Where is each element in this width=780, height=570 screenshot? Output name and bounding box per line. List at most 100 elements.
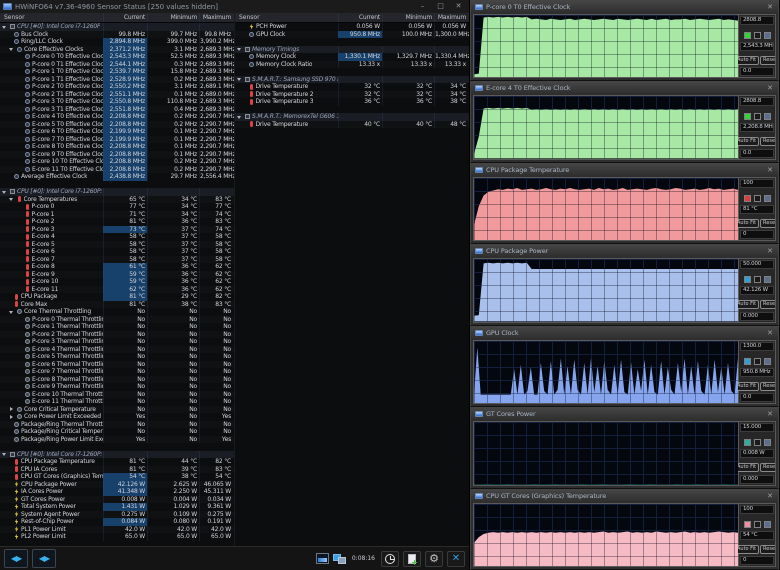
reset-button[interactable]: Reset	[760, 544, 775, 554]
expand-caret-icon[interactable]	[2, 451, 8, 457]
column-current[interactable]: Current	[338, 13, 382, 22]
panel-close-icon[interactable]: ✕	[767, 3, 773, 11]
column-maximum[interactable]: Maximum	[199, 13, 234, 22]
expand-caret-icon[interactable]	[237, 76, 243, 82]
maximize-button[interactable]	[433, 0, 448, 13]
column-maximum[interactable]: Maximum	[434, 13, 469, 22]
sensor-row[interactable]: Core Power Limit Exceeded Yes No Yes	[0, 413, 234, 421]
sensor-row[interactable]: E-core 9 T0 Effective Clock 2,208.8 MHz 0.…	[0, 150, 234, 158]
sensor-row[interactable]: P-core 0 T0 Effective Clock 2,543.3 MHz 52…	[0, 53, 234, 61]
series-color-swatch[interactable]	[743, 32, 751, 39]
close-sensors-button[interactable]	[447, 550, 465, 567]
sensor-row[interactable]: Memory Clock Ratio 13.33 x 13.33 x 13.33 x	[235, 60, 469, 68]
sensor-row[interactable]: P-core 3 T1 Effective Clock 2,551.8 MHz 0.…	[0, 105, 234, 113]
reset-button[interactable]: Reset	[760, 463, 775, 473]
sensor-row[interactable]: CPU Package Power 42.126 W 2.625 W 46.065 W	[0, 480, 234, 488]
reset-button[interactable]: Reset	[760, 300, 775, 310]
panel-titlebar[interactable]: E-core 4 T0 Effective Clock ✕	[471, 82, 778, 95]
sensor-row[interactable]: Drive Temperature 3 36 °C 36 °C 38 °C	[235, 98, 469, 106]
series-color-swatch[interactable]	[743, 357, 751, 365]
column-header[interactable]: Sensor Current Minimum Maximum	[0, 13, 234, 23]
sensor-row[interactable]: PL1 Power Limit 42.0 W 42.0 W 42.0 W	[0, 525, 234, 533]
sensor-row[interactable]: Rest-of-Chip Power 0.084 W 0.080 W 0.191 W	[0, 518, 234, 526]
sensor-row[interactable]: E-core 5 58 °C 37 °C 58 °C	[0, 240, 234, 248]
reset-button[interactable]: Reset	[760, 56, 775, 65]
panel-close-icon[interactable]: ✕	[767, 247, 773, 256]
sensor-row[interactable]: E-core 9 Thermal Throttling No No No	[0, 383, 234, 391]
close-button[interactable]	[451, 0, 466, 13]
panel-titlebar[interactable]: GPU Clock ✕	[471, 326, 778, 339]
sensor-row[interactable]: E-core 5 T0 Effective Clock 2,208.8 MHz 0.…	[0, 120, 234, 128]
sensor-row[interactable]: GPU Clock 950.8 MHz 100.0 MHz 1,300.0 MHz	[235, 30, 469, 38]
sensor-row[interactable]: System Agent Power 0.275 W 0.109 W 0.275 W	[0, 510, 234, 518]
expand-caret-icon[interactable]	[237, 114, 243, 120]
sensor-group-row[interactable]: CPU [#0]: Intel Core i7-1260P	[0, 23, 234, 31]
grid-color-swatch[interactable]	[763, 357, 771, 365]
column-header[interactable]: Sensor Current Minimum Maximum	[235, 13, 469, 23]
sensor-row[interactable]: CPU IA Cores 81 °C 39 °C 83 °C	[0, 465, 234, 473]
panel-close-icon[interactable]: ✕	[767, 328, 773, 337]
sensor-row[interactable]: P-core 1 Thermal Throttling No No No	[0, 323, 234, 331]
column-minimum[interactable]: Minimum	[147, 13, 199, 22]
panel-titlebar[interactable]: CPU Package Power ✕	[471, 245, 778, 258]
expand-caret-icon[interactable]	[9, 309, 15, 315]
expand-caret-icon[interactable]	[2, 189, 8, 195]
series-color-swatch[interactable]	[743, 439, 751, 447]
panel-titlebar[interactable]: GT Cores Power ✕	[471, 408, 778, 421]
panel-close-icon[interactable]: ✕	[767, 410, 773, 419]
window-titlebar[interactable]: HWiNFO64 v7.36-4960 Sensor Status [250 v…	[0, 0, 469, 13]
sensor-row[interactable]: Bus Clock 99.8 MHz 99.7 MHz 99.8 MHz	[0, 30, 234, 38]
sensor-row[interactable]: Core Temperatures 65 °C 34 °C 83 °C	[0, 195, 234, 203]
sensor-row[interactable]: CPU Package Temperature 81 °C 44 °C 82 °C	[0, 458, 234, 466]
sensor-row[interactable]: P-core 1 T0 Effective Clock 2,539.7 MHz 15…	[0, 68, 234, 76]
grid-color-swatch[interactable]	[763, 194, 771, 202]
sensor-row[interactable]: E-core 8 T0 Effective Clock 2,208.8 MHz 0.…	[0, 143, 234, 151]
expand-caret-icon[interactable]	[9, 414, 15, 420]
sensor-group-row[interactable]: CPU [#0]: Intel Core i7-1260P: DTS	[0, 188, 234, 196]
sensor-row[interactable]: E-core 9 59 °C 36 °C 62 °C	[0, 270, 234, 278]
background-color-swatch[interactable]	[753, 32, 761, 39]
minimize-button[interactable]	[415, 0, 430, 13]
series-color-swatch[interactable]	[743, 520, 751, 528]
sensor-row[interactable]: P-core 3 73 °C 37 °C 74 °C	[0, 225, 234, 233]
column-sensor[interactable]: Sensor	[4, 14, 25, 21]
grid-color-swatch[interactable]	[763, 276, 771, 284]
sensor-row[interactable]: CPU Package 81 °C 29 °C 82 °C	[0, 293, 234, 301]
remote-sensor-icon[interactable]	[332, 553, 346, 564]
sensor-row[interactable]: Drive Temperature 32 °C 32 °C 34 °C	[235, 83, 469, 91]
monitor-graph-icon[interactable]	[315, 553, 329, 564]
panel-close-icon[interactable]: ✕	[767, 491, 773, 500]
sensor-row[interactable]: E-core 7 58 °C 37 °C 58 °C	[0, 255, 234, 263]
sensor-row[interactable]: E-core 10 T0 Effective Clock 2,208.8 MHz 0…	[0, 158, 234, 166]
sensor-row[interactable]: Core Critical Temperature No No No	[0, 405, 234, 413]
report-button[interactable]	[403, 550, 421, 567]
panel-titlebar[interactable]: P-core 0 T0 Effective Clock ✕	[471, 1, 778, 13]
sensor-row[interactable]: E-core 4 58 °C 37 °C 58 °C	[0, 233, 234, 241]
sensor-row[interactable]: Drive Temperature 2 32 °C 32 °C 34 °C	[235, 90, 469, 98]
clock-button[interactable]	[381, 550, 399, 567]
sensor-row[interactable]: E-core 6 58 °C 37 °C 58 °C	[0, 248, 234, 256]
expand-caret-icon[interactable]	[2, 24, 8, 30]
series-color-swatch[interactable]	[743, 194, 751, 202]
series-color-swatch[interactable]	[743, 276, 751, 284]
sensor-row[interactable]: P-core 0 T1 Effective Clock 2,544.1 MHz 0.…	[0, 60, 234, 68]
sensor-row[interactable]: Total System Power 1.431 W 1.029 W 9.361 W	[0, 503, 234, 511]
expand-caret-icon[interactable]	[237, 46, 243, 52]
sensor-row[interactable]: E-core 11 62 °C 36 °C 62 °C	[0, 285, 234, 293]
sensor-row[interactable]: Average Effective Clock 2,438.8 MHz 29.7 M…	[0, 173, 234, 181]
sensor-row[interactable]: E-core 6 Thermal Throttling No No No	[0, 360, 234, 368]
sensor-row[interactable]: CPU GT Cores (Graphics) Temperature54 °C…	[0, 473, 234, 481]
sensor-row[interactable]: E-core 4 Thermal Throttling No No No	[0, 345, 234, 353]
sensor-row[interactable]: P-core 2 T1 Effective Clock 2,551.1 MHz 0.…	[0, 90, 234, 98]
grid-color-swatch[interactable]	[763, 32, 771, 39]
panel-titlebar[interactable]: CPU Package Temperature ✕	[471, 163, 778, 176]
sensor-row[interactable]: PL2 Power Limit 65.0 W 65.0 W 65.0 W	[0, 533, 234, 541]
sensor-row[interactable]: Ring/LLC Clock 2,894.8 MHz 399.0 MHz 3,990.…	[0, 38, 234, 46]
sensor-row[interactable]: Memory Clock 1,330.1 MHz 1,329.7 MHz 1,330.…	[235, 53, 469, 61]
sensor-row[interactable]: Drive Temperature 40 °C 40 °C 48 °C	[235, 120, 469, 128]
background-color-swatch[interactable]	[753, 276, 761, 284]
sensor-row[interactable]: E-core 8 Thermal Throttling No No No	[0, 375, 234, 383]
sensor-group-row[interactable]: Memory Timings	[235, 45, 469, 53]
panel-close-icon[interactable]: ✕	[767, 84, 773, 93]
